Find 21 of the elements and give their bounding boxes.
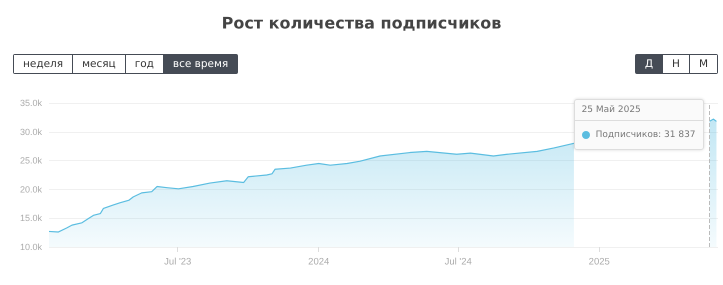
text: Д bbox=[636, 55, 662, 73]
y-tick-label: 35.0k bbox=[20, 98, 42, 108]
annotation: Подписчиков: 31 837 bbox=[596, 130, 696, 140]
x-tick-label: 2025 bbox=[588, 256, 610, 268]
tooltip-box: 25 Май 2025 Подписчиков: 31 837 bbox=[574, 99, 704, 150]
y-tick-label: 20.0k bbox=[20, 184, 42, 194]
text: месяц bbox=[72, 55, 125, 73]
text: Н bbox=[662, 55, 689, 73]
annotation: 25 Май 2025 bbox=[574, 100, 703, 122]
x-tick-label: Jul '24 bbox=[444, 256, 472, 268]
y-tick-label: 30.0k bbox=[20, 126, 42, 137]
chart-title: Рост количества подписчиков bbox=[222, 14, 502, 32]
x-tick-label: Jul '23 bbox=[164, 256, 192, 268]
x-tick-label: 2024 bbox=[308, 256, 330, 268]
y-tick-label: 15.0k bbox=[20, 213, 42, 224]
text: М bbox=[688, 55, 717, 73]
text: неделя bbox=[14, 55, 72, 73]
y-tick-label: 10.0k bbox=[20, 242, 42, 252]
y-tick-label: 25.0k bbox=[20, 156, 42, 166]
text: все время bbox=[162, 55, 238, 73]
text: год bbox=[124, 55, 163, 73]
